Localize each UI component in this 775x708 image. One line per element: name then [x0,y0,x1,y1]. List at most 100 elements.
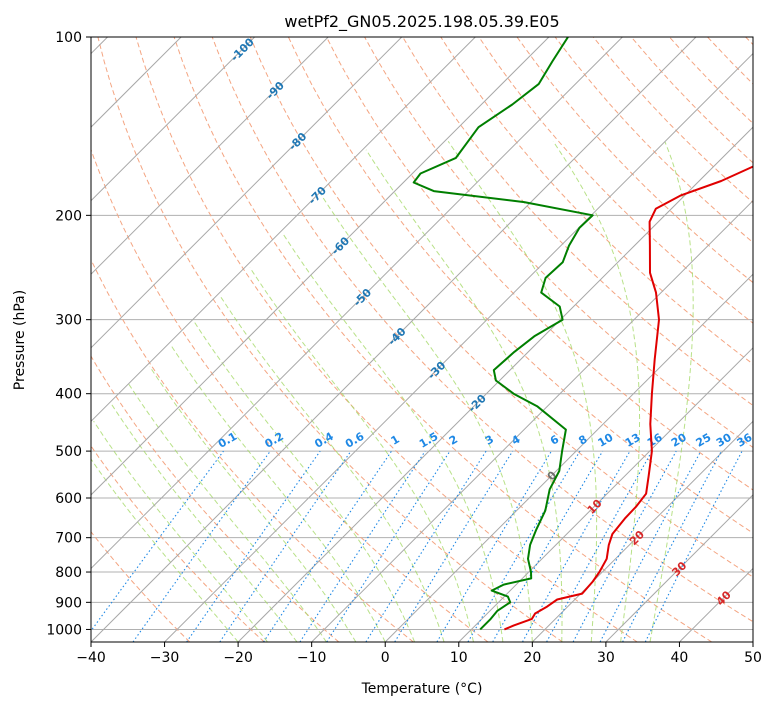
dry-adiabat [402,37,753,407]
plot-area: -100-90-80-70-60-50-40-30-20-10010203040… [0,0,755,642]
mixing-ratio-label: 0.4 [312,430,336,451]
dry-adiabat [135,37,638,642]
isotherm-line [384,273,753,642]
y-tick-label: 700 [55,531,82,547]
mixing-ratio-line [644,450,743,642]
y-tick-label: 600 [55,491,82,507]
y-axis-ticks: 100 200 300 400 500 600 700 800 900 1000 [46,30,91,638]
dry-adiabat [91,531,191,642]
x-tick-label: 20 [523,650,541,666]
x-tick-label: 50 [744,650,762,666]
mixing-ratio-label: 36 [735,431,755,450]
mixing-ratio-line [599,450,702,642]
dry-adiabat [554,37,753,244]
x-tick-label: 0 [381,650,390,666]
mixing-ratio-label: 20 [669,431,689,450]
mixing-ratio-line [186,450,321,642]
isotherm-label: -10 [0,0,10,3]
dry-adiabat [745,37,753,46]
mixing-ratio-line [132,450,271,642]
mixing-ratio-label: 16 [645,431,665,450]
mixing-ratio-lines [91,450,743,642]
moist-adiabat [149,366,357,642]
mixing-ratio-line [394,450,514,642]
x-tick-label: −20 [223,650,253,666]
y-axis-label: Pressure (hPa) [12,290,28,390]
moist-adiabat [169,343,386,642]
y-tick-label: 300 [55,313,82,329]
moist-adiabat [220,297,445,642]
dry-adiabat [364,37,753,449]
mixing-ratio-label: 25 [694,431,714,450]
moist-adiabat [552,141,641,642]
isotherm-line [605,494,753,642]
dry-adiabat [478,37,753,324]
plot-frame [90,36,754,643]
dry-adiabat [592,37,753,204]
isotherm-line [752,641,753,642]
mixing-ratio-label: 30 [714,431,734,450]
x-axis-label: Temperature (°C) [361,681,483,697]
mixing-ratio-label: 6 [548,433,561,448]
isotherm-line [91,37,476,423]
mixing-ratio-line [546,450,653,642]
dry-adiabat [211,37,753,623]
chart-title: wetPf2_GN05.2025.198.05.39.E05 [284,12,559,32]
isotherms [91,37,753,642]
moist-adiabat [321,195,533,642]
mixing-ratio-label: 0.2 [263,430,286,451]
isotherm-label: 10 [585,497,605,517]
mixing-ratio-line [326,450,451,642]
mixing-ratio-line [299,450,426,642]
isotherm-line [164,52,753,642]
x-axis-ticks: −40 −30 −20 −10 0 10 20 30 40 50 [76,642,762,666]
pressure-gridlines [91,37,753,630]
dry-adiabat [516,37,753,284]
mixing-ratio-line [219,450,352,642]
x-tick-label: −10 [297,650,327,666]
y-tick-label: 900 [55,595,82,611]
isotherm-line [91,37,329,275]
y-tick-label: 400 [55,387,82,403]
sounding-profiles [412,37,753,631]
isotherm-line [91,37,550,496]
moist-adiabat [91,458,239,642]
moist-adiabat [93,420,268,642]
x-tick-label: −40 [76,650,106,666]
x-tick-label: 10 [450,650,468,666]
isotherm-line [91,37,256,202]
mixing-ratio-line [91,450,224,632]
moist-adiabat [128,383,327,642]
isotherm-line [91,37,403,349]
y-tick-label: 800 [55,565,82,581]
isotherm-line [237,126,753,642]
mixing-ratio-line [263,450,392,642]
isotherm-label: -80 [286,130,309,153]
moist-adiabat [447,141,598,642]
moist-adiabat [110,402,298,642]
dewpoint-line [412,37,594,631]
dry-adiabat [97,37,563,642]
isotherm-line [91,37,623,570]
mixing-ratio-line [572,450,677,642]
mixing-ratio-label: 2 [447,433,460,448]
moist-adiabat [249,267,474,642]
moist-adiabat [649,141,694,642]
x-tick-label: −30 [150,650,180,666]
dry-adiabat [707,37,753,85]
dry-adiabat [326,37,753,491]
y-tick-label: 200 [55,208,82,224]
dry-adiabat [91,148,489,642]
isotherm-line [679,567,753,642]
mixing-ratio-label: 0.6 [343,430,367,451]
isotherm-line [311,199,753,642]
temperature-line [504,165,753,631]
dry-adiabat [91,355,340,642]
isotherm-line [91,37,697,642]
mixing-ratio-line [522,450,631,642]
y-tick-label: 1000 [46,622,82,638]
mixing-ratio-label: 10 [596,431,616,450]
mixing-ratio-label: 4 [509,433,522,448]
